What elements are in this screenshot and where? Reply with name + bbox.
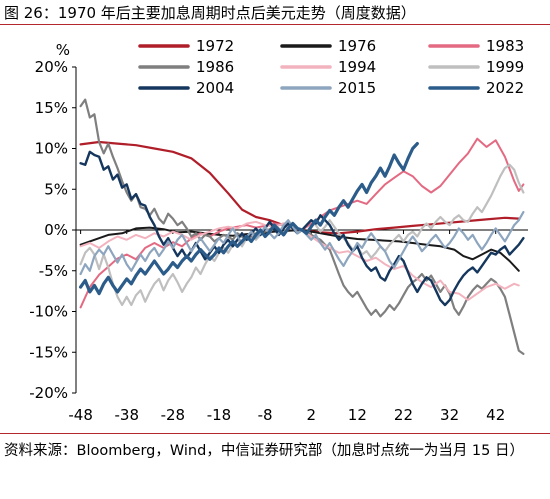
series-line-2022 xyxy=(79,142,419,296)
y-tick-label: -20% xyxy=(29,384,68,402)
y-tick-label: 20% xyxy=(35,58,68,76)
series-layer xyxy=(79,98,525,355)
x-tick-label: -28 xyxy=(161,406,186,424)
legend-label-2004: 2004 xyxy=(196,79,234,97)
series-line-1976 xyxy=(79,226,520,272)
y-tick-label: 10% xyxy=(35,140,68,158)
source-note: 资料来源：Bloomberg，Wind，中信证券研究部（加息时点统一为当月 15… xyxy=(4,443,524,459)
x-tick-label: -48 xyxy=(68,406,93,424)
legend-label-1972: 1972 xyxy=(196,37,234,55)
chart-title: 图 26：1970 年后主要加息周期时点后美元走势（周度数据） xyxy=(4,4,416,22)
x-tick-label: 12 xyxy=(348,406,367,424)
x-tick-label: -38 xyxy=(114,406,139,424)
x-tick-label: 32 xyxy=(440,406,459,424)
legend-label-1976: 1976 xyxy=(338,37,376,55)
legend: 1972 1976 1983 1986 1994 1999 2004 2015 2022 xyxy=(138,37,524,97)
line-chart: -20% -15% -10% -5% 0% 5% 10% 15% 20%% -48 -38 -28 -1… xyxy=(29,37,528,424)
title-rule xyxy=(0,24,550,25)
x-tick-label: 22 xyxy=(394,406,413,424)
y-tick-label: -5% xyxy=(39,262,68,280)
y-tick-label: 15% xyxy=(35,99,68,117)
legend-label-1986: 1986 xyxy=(196,58,234,76)
axes: -20% -15% -10% -5% 0% 5% 10% 15% 20%% -48 -38 -28 -1… xyxy=(29,41,528,424)
y-tick-label: 5% xyxy=(44,180,68,198)
y-tick-label: 0% xyxy=(44,221,68,239)
source-rule xyxy=(0,433,550,434)
legend-label-1983: 1983 xyxy=(486,37,524,55)
x-tick-label: 42 xyxy=(486,406,505,424)
legend-label-2022: 2022 xyxy=(486,79,524,97)
x-tick-label: -18 xyxy=(207,406,232,424)
y-tick-label: -10% xyxy=(29,303,68,321)
legend-label-1994: 1994 xyxy=(338,58,376,76)
series-line-1986 xyxy=(79,98,525,355)
x-tick-label: 2 xyxy=(306,406,316,424)
y-unit-label: % xyxy=(56,41,70,59)
y-tick-label: -15% xyxy=(29,343,68,361)
x-tick-label: -8 xyxy=(258,406,273,424)
legend-label-2015: 2015 xyxy=(338,79,376,97)
legend-label-1999: 1999 xyxy=(486,58,524,76)
